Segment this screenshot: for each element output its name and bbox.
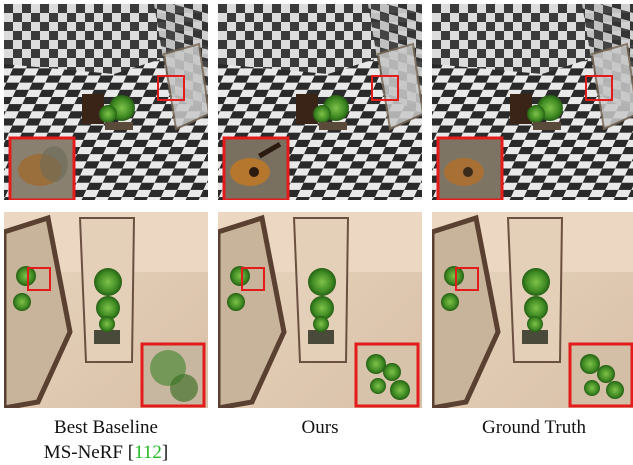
zoom-inset <box>436 136 504 200</box>
zoom-region-marker <box>371 75 399 101</box>
panel-baseline-room <box>4 4 208 200</box>
caption-method-name: MS-NeRF [ <box>43 442 135 463</box>
citation-link[interactable]: 112 <box>134 442 162 463</box>
caption-baseline-line2: MS-NeRF [112] <box>4 440 208 465</box>
left-mirror <box>432 214 501 408</box>
left-mirror <box>218 214 287 408</box>
zoom-region-marker <box>157 75 185 101</box>
zoom-region-marker <box>585 75 613 101</box>
panel-ours-room <box>218 4 422 200</box>
mirror-frame <box>376 42 422 131</box>
zoom-inset <box>222 136 290 200</box>
caption-ground-truth: Ground Truth <box>432 415 633 440</box>
panel-groundtruth-bonsai <box>432 212 633 408</box>
zoom-region-marker <box>27 267 51 291</box>
zoom-inset <box>354 342 420 408</box>
caption-ground-truth-line1: Ground Truth <box>482 417 586 438</box>
caption-ours-line1: Ours <box>301 417 339 438</box>
zoom-inset <box>568 342 633 408</box>
mirror-frame <box>162 42 208 131</box>
caption-baseline: Best Baseline MS-NeRF [112] <box>4 415 208 465</box>
caption-baseline-line1: Best Baseline <box>54 417 158 438</box>
zoom-region-marker <box>455 267 479 291</box>
zoom-region-marker <box>241 267 265 291</box>
panel-ours-bonsai <box>218 212 422 408</box>
panel-baseline-bonsai <box>4 212 208 408</box>
caption-ours: Ours <box>218 415 422 440</box>
panel-groundtruth-room <box>432 4 633 200</box>
zoom-inset <box>140 342 206 408</box>
left-mirror <box>4 214 73 408</box>
caption-bracket-close: ] <box>161 442 169 463</box>
zoom-inset <box>8 136 76 200</box>
